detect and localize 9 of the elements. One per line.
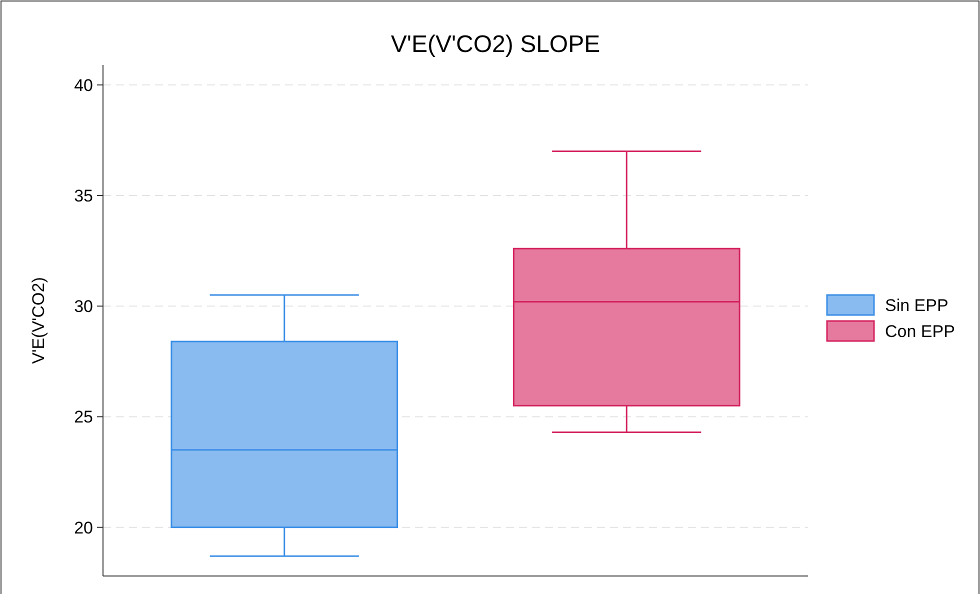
y-tick-label: 30 (74, 297, 93, 316)
y-tick-label: 40 (74, 76, 93, 95)
y-axis-title: V'E(V'CO2) (29, 277, 48, 364)
legend-label: Con EPP (885, 322, 955, 341)
y-tick-label: 20 (74, 518, 93, 538)
y-tick-label: 25 (74, 408, 93, 427)
chart-title: V'E(V'CO2) SLOPE (390, 31, 600, 58)
legend-label: Sin EPP (885, 296, 948, 315)
y-tick-label: 35 (74, 186, 93, 206)
